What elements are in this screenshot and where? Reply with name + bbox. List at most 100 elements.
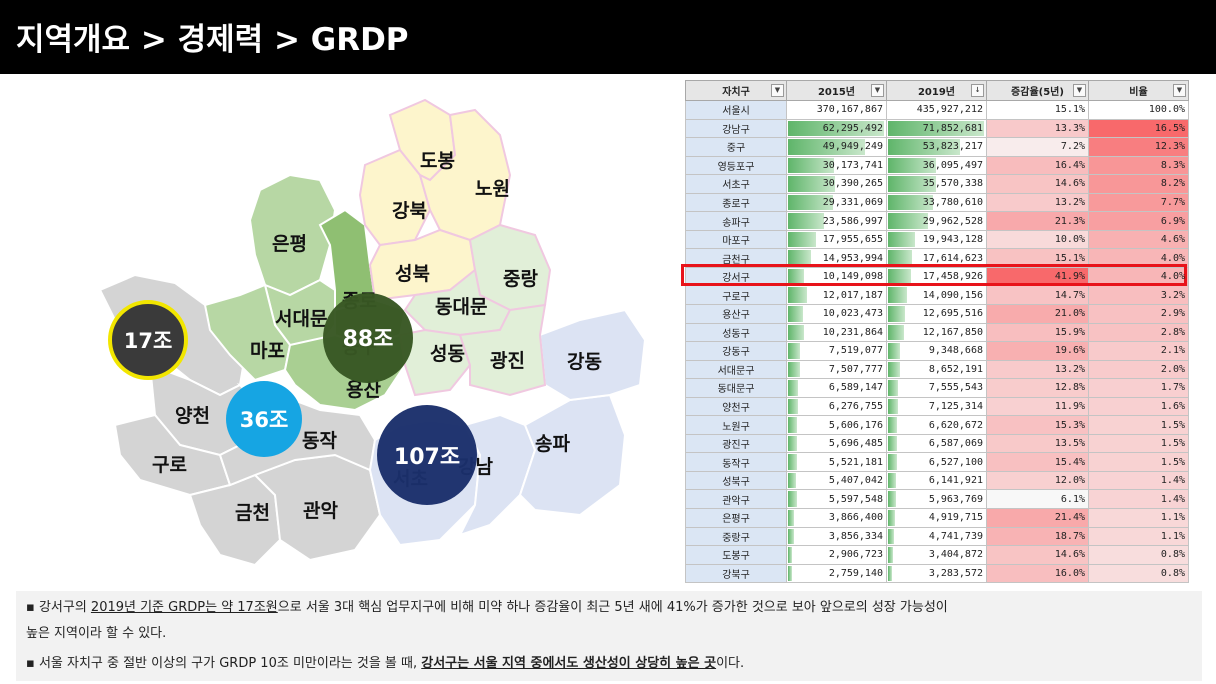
cell-growth: 21.0% [986, 304, 1089, 324]
header-growth[interactable]: 증감율(5년) ▼ [986, 80, 1089, 101]
cell-2015: 5,606,176 [786, 415, 887, 435]
cell-2019: 19,943,128 [886, 229, 987, 250]
data-bar [788, 398, 798, 415]
label-songpa: 송파 [535, 433, 570, 455]
page-header: 지역개요 > 경제력 > GRDP [0, 0, 1216, 74]
table-body: 서울시 370,167,867 435,927,212 15.1% 100.0% 강남구 6… [685, 100, 1189, 584]
cell-2015: 5,407,042 [786, 470, 887, 491]
cell-2019: 5,963,769 [886, 489, 987, 510]
sort-desc-icon[interactable]: ↓ [971, 84, 984, 97]
cell-growth: 13.2% [986, 359, 1089, 380]
label-gangbuk: 강북 [392, 200, 427, 222]
cell-growth: 14.7% [986, 285, 1089, 306]
header-ratio[interactable]: 비율 ▼ [1088, 80, 1189, 101]
cell-2019: 6,587,069 [886, 433, 987, 454]
cell-ratio: 3.2% [1088, 285, 1189, 306]
cell-district: 서초구 [685, 174, 787, 194]
cell-district: 도봉구 [685, 545, 787, 565]
label-jungnang: 중랑 [503, 268, 538, 290]
cell-2015: 6,589,147 [786, 378, 887, 398]
cell-district: 서울시 [685, 100, 787, 120]
cell-2015: 10,231,864 [786, 322, 887, 343]
cell-growth: 13.2% [986, 192, 1089, 213]
cell-ratio: 1.5% [1088, 415, 1189, 435]
label-gwanak: 관악 [303, 500, 338, 522]
cell-ratio: 1.1% [1088, 526, 1189, 547]
note-1-underline: 2019년 기준 GRDP는 약 17조원 [90, 600, 278, 615]
cell-2019: 3,283,572 [886, 563, 987, 584]
cell-2015: 5,696,485 [786, 433, 887, 454]
header-district[interactable]: 자치구 ▼ [685, 80, 787, 101]
filter-dropdown-icon[interactable]: ▼ [1173, 84, 1186, 97]
cell-ratio: 4.6% [1088, 229, 1189, 250]
table-row: 성북구 5,407,042 6,141,921 12.0% 1.4% [685, 470, 1189, 491]
label-nowon: 노원 [475, 178, 510, 200]
cell-2015: 49,949,249 [786, 137, 887, 157]
label-seongbuk: 성북 [395, 263, 430, 285]
cell-district: 송파구 [685, 211, 787, 231]
cell-ratio: 4.0% [1088, 248, 1189, 268]
cell-ratio: 12.3% [1088, 137, 1189, 157]
data-bar [788, 547, 793, 563]
cell-growth: 18.7% [986, 526, 1089, 547]
table-row: 동대문구 6,589,147 7,555,543 12.8% 1.7% [685, 378, 1189, 398]
data-bar [788, 528, 794, 545]
label-guro: 구로 [152, 454, 187, 476]
data-bar [888, 380, 899, 396]
table-row: 서초구 30,390,265 35,570,338 14.6% 8.2% [685, 174, 1189, 194]
cell-ratio: 1.1% [1088, 508, 1189, 528]
data-bar [888, 250, 912, 266]
cell-district: 강북구 [685, 563, 787, 584]
filter-dropdown-icon[interactable]: ▼ [871, 84, 884, 97]
data-bar [788, 176, 835, 192]
cell-ratio: 100.0% [1088, 100, 1189, 120]
cell-2015: 7,507,777 [786, 359, 887, 380]
cell-district: 동작구 [685, 452, 787, 472]
data-bar [888, 343, 901, 359]
data-bar [888, 176, 936, 192]
label-yangcheon: 양천 [175, 405, 210, 427]
header-2015[interactable]: 2015년 ▼ [786, 80, 887, 101]
cell-ratio: 1.4% [1088, 489, 1189, 510]
data-bar [888, 213, 929, 229]
table-row: 강동구 7,519,077 9,348,668 19.6% 2.1% [685, 341, 1189, 361]
table-row: 관악구 5,597,548 5,963,769 6.1% 1.4% [685, 489, 1189, 510]
cell-2019: 6,141,921 [886, 470, 987, 491]
table-row: 구로구 12,017,187 14,090,156 14.7% 3.2% [685, 285, 1189, 306]
cell-ratio: 8.2% [1088, 174, 1189, 194]
note-1: ▪ 강서구의 2019년 기준 GRDP는 약 17조원으로 서울 3대 핵심 … [26, 600, 948, 641]
cell-2019: 3,404,872 [886, 545, 987, 565]
filter-dropdown-icon[interactable]: ▼ [1073, 84, 1086, 97]
data-bar [788, 343, 800, 359]
table-row: 강남구 62,295,492 71,852,681 13.3% 16.5% [685, 118, 1189, 139]
data-bar [888, 268, 912, 285]
filter-dropdown-icon[interactable]: ▼ [771, 84, 784, 97]
cell-2015: 370,167,867 [786, 100, 887, 120]
cell-2015: 2,759,140 [786, 563, 887, 584]
cell-2019: 71,852,681 [886, 118, 987, 139]
data-bar [788, 472, 797, 489]
header-2019[interactable]: 2019년 ↓ [886, 80, 987, 101]
cell-2019: 435,927,212 [886, 100, 987, 120]
data-bar [888, 547, 893, 563]
data-bar [788, 157, 835, 174]
data-bar [888, 324, 905, 341]
cell-growth: 15.4% [986, 452, 1089, 472]
seoul-district-map: 도봉 노원 강북 은평 성북 중랑 종로 서대문 동대문 마포 중구 성동 광진… [80, 95, 670, 580]
data-bar [788, 435, 797, 452]
note-2: ▪ 서울 자치구 중 절반 이상의 구가 GRDP 10조 미만이라는 것을 볼… [26, 656, 745, 671]
cell-ratio: 16.5% [1088, 118, 1189, 139]
data-bar [788, 194, 834, 211]
cell-ratio: 8.3% [1088, 155, 1189, 176]
cell-ratio: 6.9% [1088, 211, 1189, 231]
cell-2015: 2,906,723 [786, 545, 887, 565]
cell-district: 동대문구 [685, 378, 787, 398]
data-bar [888, 454, 897, 470]
seoul-map-svg: 도봉 노원 강북 은평 성북 중랑 종로 서대문 동대문 마포 중구 성동 광진… [98, 98, 647, 567]
cell-ratio: 1.4% [1088, 470, 1189, 491]
table-row: 광진구 5,696,485 6,587,069 13.5% 1.5% [685, 433, 1189, 454]
bubble-jung-jongno: 88조 [323, 293, 413, 383]
data-bar [888, 287, 907, 304]
cell-2015: 5,597,548 [786, 489, 887, 510]
page-title: 지역개요 > 경제력 > GRDP [16, 22, 409, 58]
